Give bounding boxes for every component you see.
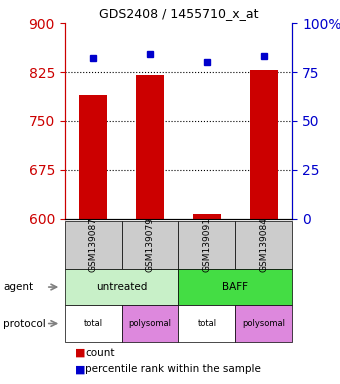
Text: percentile rank within the sample: percentile rank within the sample: [85, 364, 261, 374]
Text: ■: ■: [75, 364, 85, 374]
Text: total: total: [198, 319, 217, 328]
Bar: [136, 75, 164, 219]
Text: GSM139091: GSM139091: [203, 217, 211, 272]
Text: polysomal: polysomal: [129, 319, 171, 328]
Text: GSM139079: GSM139079: [146, 217, 154, 272]
Text: protocol: protocol: [3, 318, 46, 329]
Text: ■: ■: [75, 348, 85, 358]
Title: GDS2408 / 1455710_x_at: GDS2408 / 1455710_x_at: [99, 7, 258, 20]
Text: total: total: [84, 319, 103, 328]
Text: GSM139084: GSM139084: [259, 217, 268, 272]
Bar: [193, 214, 221, 219]
Text: GSM139087: GSM139087: [89, 217, 98, 272]
Bar: [250, 70, 278, 219]
Text: untreated: untreated: [96, 282, 147, 292]
Text: count: count: [85, 348, 115, 358]
Text: polysomal: polysomal: [242, 319, 285, 328]
Text: agent: agent: [3, 282, 34, 292]
Text: BAFF: BAFF: [222, 282, 249, 292]
Bar: [79, 95, 107, 219]
